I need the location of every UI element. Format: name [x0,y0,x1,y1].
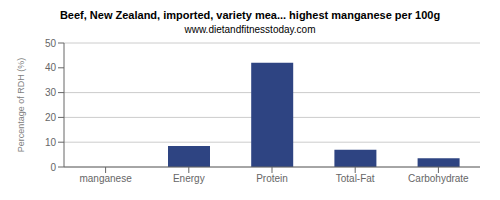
svg-text:0: 0 [50,162,56,173]
svg-text:20: 20 [45,112,57,123]
svg-text:40: 40 [45,62,57,73]
svg-text:Percentage of RDH (%): Percentage of RDH (%) [16,58,26,153]
html-text:www.dietandfitnesstoday.com: www.dietandfitnesstoday.com [184,24,316,35]
svg-text:Energy: Energy [173,173,205,184]
svg-text:manganese: manganese [79,173,132,184]
svg-text:Total-Fat: Total-Fat [336,173,375,184]
svg-text:10: 10 [45,137,57,148]
html-text:Beef, New Zealand, imported, v: Beef, New Zealand, imported, variety mea… [59,9,441,21]
svg-text:30: 30 [45,87,57,98]
svg-text:Protein: Protein [256,173,288,184]
svg-text:Carbohydrate: Carbohydrate [408,173,469,184]
svg-text:50: 50 [45,38,57,49]
